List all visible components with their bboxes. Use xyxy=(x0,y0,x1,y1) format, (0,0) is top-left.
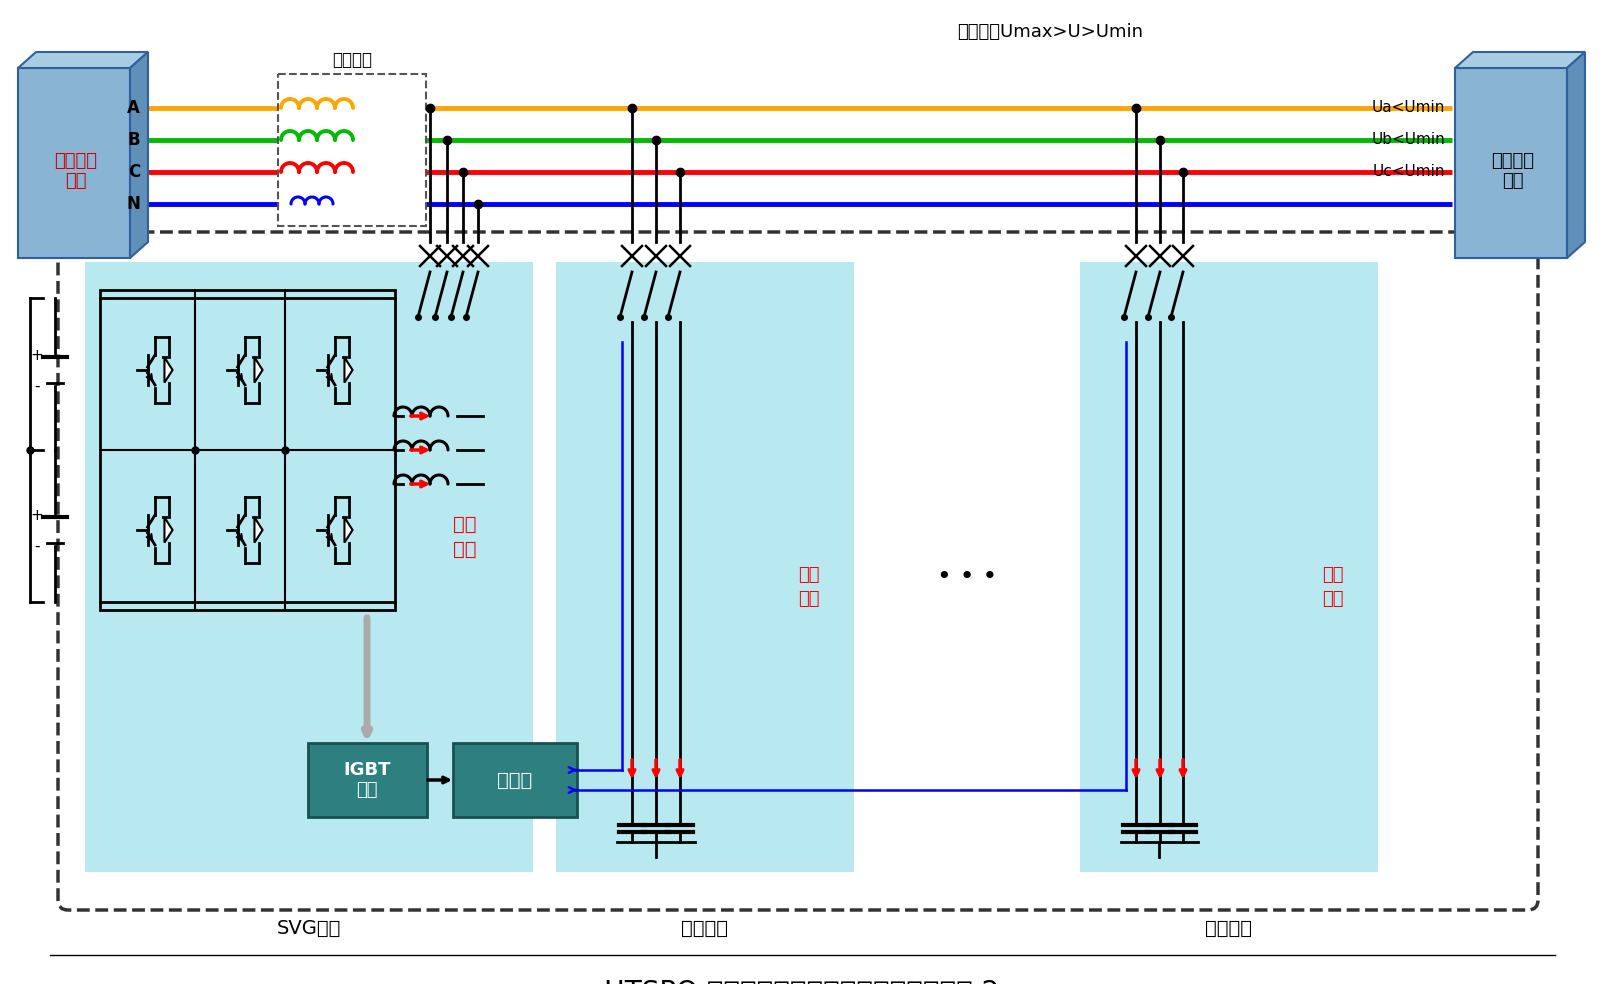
Text: B: B xyxy=(127,131,140,149)
Text: 三相四线
电网: 三相四线 电网 xyxy=(55,152,98,190)
Text: -: - xyxy=(34,538,40,553)
Bar xyxy=(18,68,130,258)
Text: N: N xyxy=(127,195,140,213)
Text: +: + xyxy=(30,348,43,363)
Text: • • •: • • • xyxy=(937,565,997,589)
Text: 线路阻抗: 线路阻抗 xyxy=(332,51,372,69)
Polygon shape xyxy=(18,52,148,68)
Polygon shape xyxy=(164,518,173,542)
FancyBboxPatch shape xyxy=(308,743,427,817)
Text: 容性
电流: 容性 电流 xyxy=(453,515,477,559)
Text: IGBT
驱动: IGBT 驱动 xyxy=(343,761,390,799)
Bar xyxy=(85,262,533,872)
Text: 三相四线
负载: 三相四线 负载 xyxy=(1491,152,1534,190)
Text: 补偿后，Umax>U>Umin: 补偿后，Umax>U>Umin xyxy=(957,23,1143,41)
Text: C: C xyxy=(128,163,140,181)
Bar xyxy=(1080,262,1379,872)
Text: 容性
电流: 容性 电流 xyxy=(798,566,820,608)
Polygon shape xyxy=(130,52,148,258)
Polygon shape xyxy=(164,357,173,383)
Text: +: + xyxy=(30,509,43,523)
Polygon shape xyxy=(1566,52,1586,258)
Text: A: A xyxy=(127,99,140,117)
Text: 控制器: 控制器 xyxy=(498,770,533,789)
Polygon shape xyxy=(345,357,353,383)
Text: Ua<Umin: Ua<Umin xyxy=(1372,100,1444,115)
Polygon shape xyxy=(345,518,353,542)
FancyBboxPatch shape xyxy=(453,743,578,817)
Bar xyxy=(100,290,395,610)
Bar xyxy=(555,262,854,872)
Text: 电容支路: 电容支路 xyxy=(1205,918,1252,938)
Text: Uc<Umin: Uc<Umin xyxy=(1372,164,1444,179)
Bar xyxy=(1456,68,1566,258)
Text: 容性
电流: 容性 电流 xyxy=(1323,566,1343,608)
Bar xyxy=(278,74,425,226)
Text: SVG支路: SVG支路 xyxy=(276,918,342,938)
Text: -: - xyxy=(34,379,40,394)
Polygon shape xyxy=(1456,52,1586,68)
Polygon shape xyxy=(255,357,263,383)
Text: Ub<Umin: Ub<Umin xyxy=(1371,133,1445,148)
Polygon shape xyxy=(255,518,263,542)
Text: HTSPO 智能电能质量优化装置电压支撑原理 2: HTSPO 智能电能质量优化装置电压支撑原理 2 xyxy=(605,979,1000,984)
Text: 电容支路: 电容支路 xyxy=(682,918,729,938)
